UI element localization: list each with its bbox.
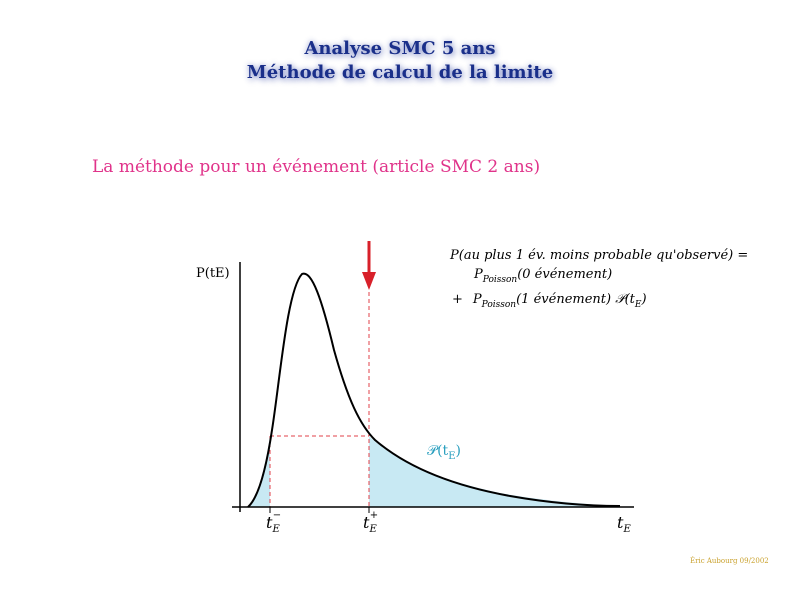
formula-line-3: + PPoisson(1 événement) 𝒫(tE) [452, 292, 647, 310]
y-axis-label: P(tE) [196, 266, 230, 281]
dashed-guides [269, 292, 370, 512]
formula-block: P(au plus 1 év. moins probable qu'observ… [449, 248, 748, 310]
label-t-axis: tE [617, 513, 631, 535]
author-credit: Éric Aubourg 09/2002 [690, 557, 769, 565]
subtitle: La méthode pour un événement (article SM… [92, 157, 541, 177]
shaded-area-left [248, 436, 270, 507]
formula-line-2: PPoisson(0 événement) [473, 267, 612, 285]
title-line-1: Analyse SMC 5 ans [304, 38, 496, 59]
label-t-plus: tE+ [363, 510, 378, 535]
shaded-area-right [369, 436, 618, 507]
distribution-curve [247, 272, 621, 508]
title-line-2: Méthode de calcul de la limite [246, 62, 554, 83]
shaded-area-label: 𝒫(tE) [427, 443, 461, 462]
label-t-minus: tE− [266, 510, 281, 535]
formula-line-1: P(au plus 1 év. moins probable qu'observ… [449, 248, 748, 263]
red-arrow-icon [362, 241, 376, 290]
